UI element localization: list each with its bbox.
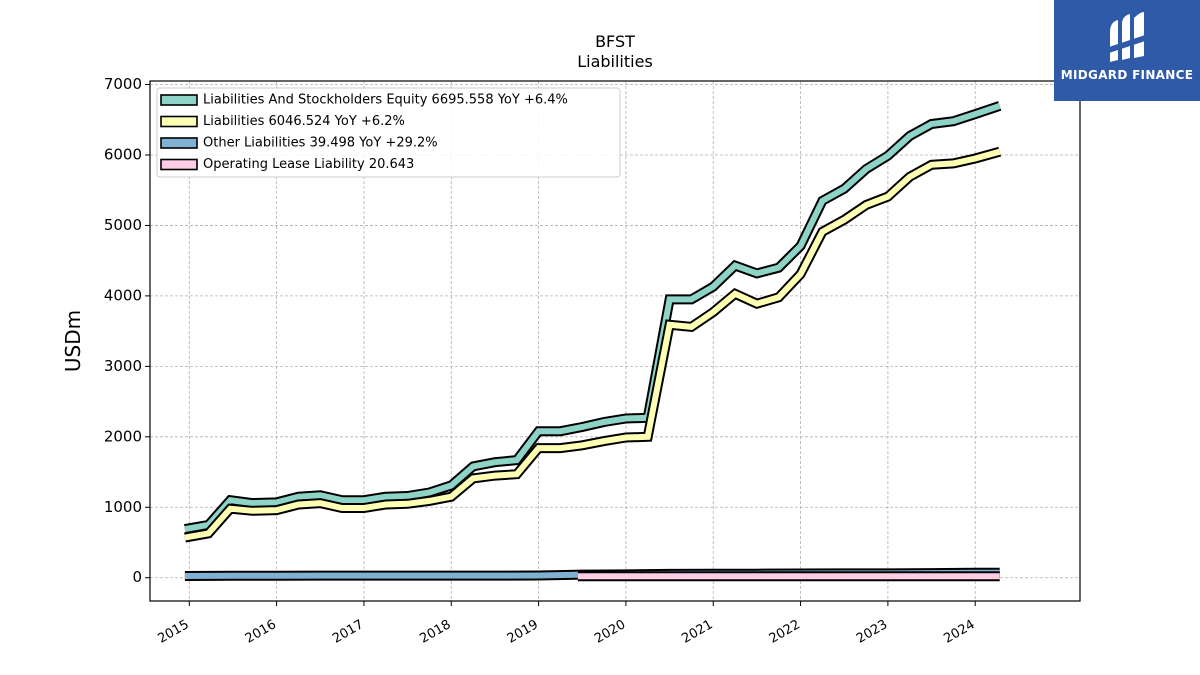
y-tick-label: 5000 [104,216,142,234]
x-tick-label: 2018 [417,617,453,647]
legend-box [156,87,621,178]
legend: Liabilities And Stockholders Equity 6695… [156,87,621,178]
legend-entry: Operating Lease Liability 20.643 [203,157,414,172]
y-tick-label: 7000 [104,75,142,93]
x-tick-label: 2016 [243,617,279,647]
legend-entry: Liabilities And Stockholders Equity 6695… [203,93,568,108]
series-0 [184,101,1002,535]
brand-name: MIDGARD FINANCE [1060,68,1194,82]
x-tick-label: 2015 [155,617,191,647]
legend-swatch [160,158,198,171]
x-tick-label: 2023 [854,617,890,647]
legend-swatch [160,115,198,128]
series-1 [184,146,1002,543]
legend-swatch [160,137,198,149]
x-tick-label: 2019 [505,617,541,647]
x-tick-label: 2017 [330,617,366,647]
series-line-outline [184,146,1002,543]
legend-entry: Liabilities 6046.524 YoY +6.2% [203,114,405,129]
y-tick-label: 0 [132,568,142,586]
y-tick-label: 2000 [104,427,142,445]
y-tick-label: 1000 [104,498,142,516]
y-tick-label: 4000 [104,286,142,304]
series-line [184,148,1001,541]
chart-subtitle: Liabilities [577,52,653,71]
x-tick-label: 2021 [679,617,715,647]
series-layer [184,101,1002,582]
y-axis-label: USDm [61,310,85,372]
y-tick-label: 6000 [104,145,142,163]
plot-frame [149,80,1081,602]
legend-swatch [160,94,198,106]
y-tick-label: 3000 [104,357,142,375]
midgard-logo: MIDGARD FINANCE [1054,0,1200,101]
x-tick-label: 2020 [592,617,628,647]
midgard-logo-icon [1106,12,1148,62]
legend-entry: Other Liabilities 39.498 YoY +29.2% [203,136,438,151]
chart-title: BFST [595,32,635,51]
series-line [184,103,1001,533]
x-tick-label: 2022 [767,617,803,647]
x-tick-label: 2024 [941,617,977,647]
